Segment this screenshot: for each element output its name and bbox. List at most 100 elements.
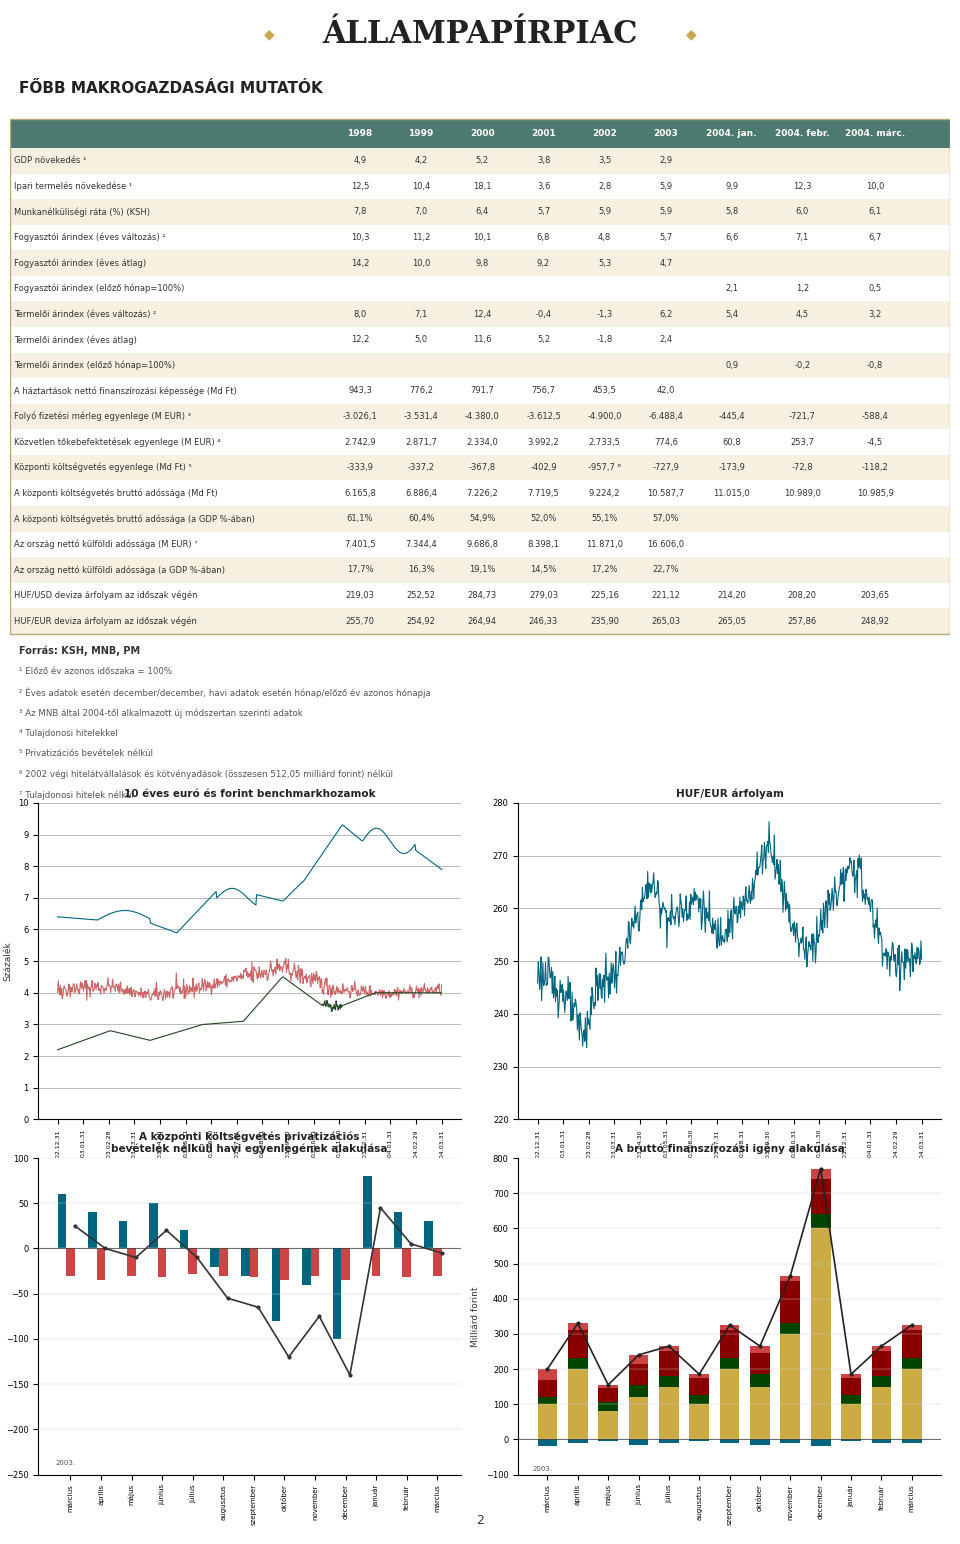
Text: 6,8: 6,8 [537, 233, 550, 242]
Text: -6.488,4: -6.488,4 [648, 412, 684, 422]
Text: 10,1: 10,1 [473, 233, 492, 242]
Bar [811, 1214, 830, 1229]
Text: 12,2: 12,2 [350, 335, 370, 344]
Text: 6,1: 6,1 [869, 207, 882, 216]
Text: Termelői árindex (előző hónap=100%): Termelői árindex (előző hónap=100%) [14, 361, 176, 371]
Text: 9.686,8: 9.686,8 [467, 540, 498, 548]
Text: 12,4: 12,4 [473, 310, 492, 318]
FancyBboxPatch shape [10, 327, 950, 352]
Bar [119, 1221, 128, 1249]
Bar [720, 1359, 739, 1370]
Egyenleg [252, 1299, 264, 1317]
Bar [128, 1249, 136, 1275]
Line: Teljes finanszírozási igény: Teljes finanszírozási igény [546, 1167, 913, 1387]
Text: 453,5: 453,5 [592, 386, 616, 395]
Bar [872, 1346, 891, 1351]
Egyenleg [131, 1248, 142, 1266]
Teljes finanszírozási igény [663, 1337, 675, 1356]
Text: 1999: 1999 [409, 128, 434, 137]
Text: 2004. jan.: 2004. jan. [707, 128, 756, 137]
Text: 8.398,1: 8.398,1 [528, 540, 560, 548]
Y-axis label: Milliárd forint: Milliárd forint [471, 1286, 480, 1346]
Text: -72,8: -72,8 [791, 463, 813, 472]
Title: A bruttó finanszírozási igény alakulása: A bruttó finanszírozási igény alakulása [614, 1144, 845, 1155]
FancyBboxPatch shape [10, 557, 950, 582]
Text: 9,9: 9,9 [725, 182, 738, 191]
Text: 2,1: 2,1 [725, 284, 738, 293]
Egyenleg [405, 1235, 417, 1254]
Bar [689, 1377, 709, 1396]
Text: Termelői árindex (éves átlag): Termelői árindex (éves átlag) [14, 335, 137, 344]
Bar [538, 1380, 558, 1397]
Bar [720, 1439, 739, 1442]
Bar [66, 1249, 75, 1275]
Text: 0,5: 0,5 [869, 284, 881, 293]
Egyenleg [344, 1366, 355, 1385]
Text: Közvetlen tőkebefektetések egyenlege (M EUR) ⁴: Közvetlen tőkebefektetések egyenlege (M … [14, 437, 221, 446]
Teljes finanszírozási igény [906, 1315, 918, 1334]
Title: 10 éves euró és forint benchmarkhozamok: 10 éves euró és forint benchmarkhozamok [124, 789, 375, 800]
Bar [659, 1351, 679, 1376]
Text: 2.742,9: 2.742,9 [345, 437, 376, 446]
Bar [780, 1439, 801, 1442]
Bar [280, 1249, 289, 1280]
Bar [568, 1323, 588, 1331]
Text: ⁴ Tulajdonosi hitelekkel: ⁴ Tulajdonosi hitelekkel [19, 729, 118, 738]
Egyenleg [191, 1248, 203, 1266]
Title: A központi költségvetés privatizációs
bevételek nélküli havi egyenlegének alakul: A központi költségvetés privatizációs be… [111, 1132, 388, 1155]
Text: 2003: 2003 [654, 128, 678, 137]
Egyenleg [69, 1217, 81, 1235]
Bar [598, 1411, 618, 1439]
Teljes finanszírozási igény [724, 1315, 735, 1334]
Text: 9.224,2: 9.224,2 [588, 489, 620, 497]
Text: 5,8: 5,8 [725, 207, 738, 216]
Text: 254,92: 254,92 [407, 616, 436, 625]
Text: 10.989,0: 10.989,0 [783, 489, 821, 497]
Bar [629, 1397, 648, 1439]
FancyBboxPatch shape [10, 531, 950, 557]
Text: 55,1%: 55,1% [591, 514, 618, 523]
Text: ⁶ 2002 végi hitelátvállalások és kötvényadások (összesen 512,05 milliárd forint): ⁶ 2002 végi hitelátvállalások és kötvény… [19, 770, 394, 780]
Text: -727,9: -727,9 [653, 463, 680, 472]
Text: 1998: 1998 [348, 128, 372, 137]
Bar [841, 1396, 861, 1403]
Text: 3,6: 3,6 [537, 182, 550, 191]
Text: Fogyasztói árindex (előző hónap=100%): Fogyasztói árindex (előző hónap=100%) [14, 284, 184, 293]
Bar [157, 1249, 166, 1277]
Bar [241, 1249, 250, 1275]
Bar [302, 1249, 311, 1285]
Text: 7.401,5: 7.401,5 [345, 540, 376, 548]
Bar [342, 1249, 349, 1280]
Text: Termelői árindex (éves változás) ²: Termelői árindex (éves változás) ² [14, 310, 156, 318]
Text: 2004. márc.: 2004. márc. [845, 128, 905, 137]
Text: 6,6: 6,6 [725, 233, 738, 242]
Text: 9,2: 9,2 [537, 258, 550, 267]
Text: 22,7%: 22,7% [653, 565, 679, 574]
Text: 19,1%: 19,1% [469, 565, 495, 574]
Bar [872, 1387, 891, 1439]
Text: A központi költségvetés bruttó adóssága (a GDP %-ában): A központi költségvetés bruttó adóssága … [14, 514, 255, 523]
Bar [811, 1439, 830, 1447]
Text: 5,9: 5,9 [660, 207, 672, 216]
Text: 2.871,7: 2.871,7 [405, 437, 437, 446]
Teljes finanszírozási igény [815, 1160, 827, 1178]
Text: 10,0: 10,0 [412, 258, 430, 267]
Bar [720, 1370, 739, 1439]
Text: 11.871,0: 11.871,0 [587, 540, 623, 548]
Bar [750, 1353, 770, 1374]
Bar [568, 1359, 588, 1370]
FancyBboxPatch shape [10, 378, 950, 403]
Text: 264,94: 264,94 [468, 616, 497, 625]
Text: 5,7: 5,7 [537, 207, 550, 216]
Text: HUF/EUR deviza árfolyam az időszak végén: HUF/EUR deviza árfolyam az időszak végén [14, 616, 197, 625]
Bar [750, 1387, 770, 1439]
Text: Fogyasztói árindex (éves átlag): Fogyasztói árindex (éves átlag) [14, 258, 147, 267]
Bar [598, 1388, 618, 1402]
Text: 2.733,5: 2.733,5 [588, 437, 620, 446]
Text: ⁷ Tulajdonosi hitelek nélkül: ⁷ Tulajdonosi hitelek nélkül [19, 791, 134, 800]
Text: 214,20: 214,20 [717, 591, 746, 601]
Bar [811, 1169, 830, 1180]
Text: 265,05: 265,05 [717, 616, 746, 625]
FancyBboxPatch shape [10, 173, 950, 199]
Text: 257,86: 257,86 [787, 616, 817, 625]
